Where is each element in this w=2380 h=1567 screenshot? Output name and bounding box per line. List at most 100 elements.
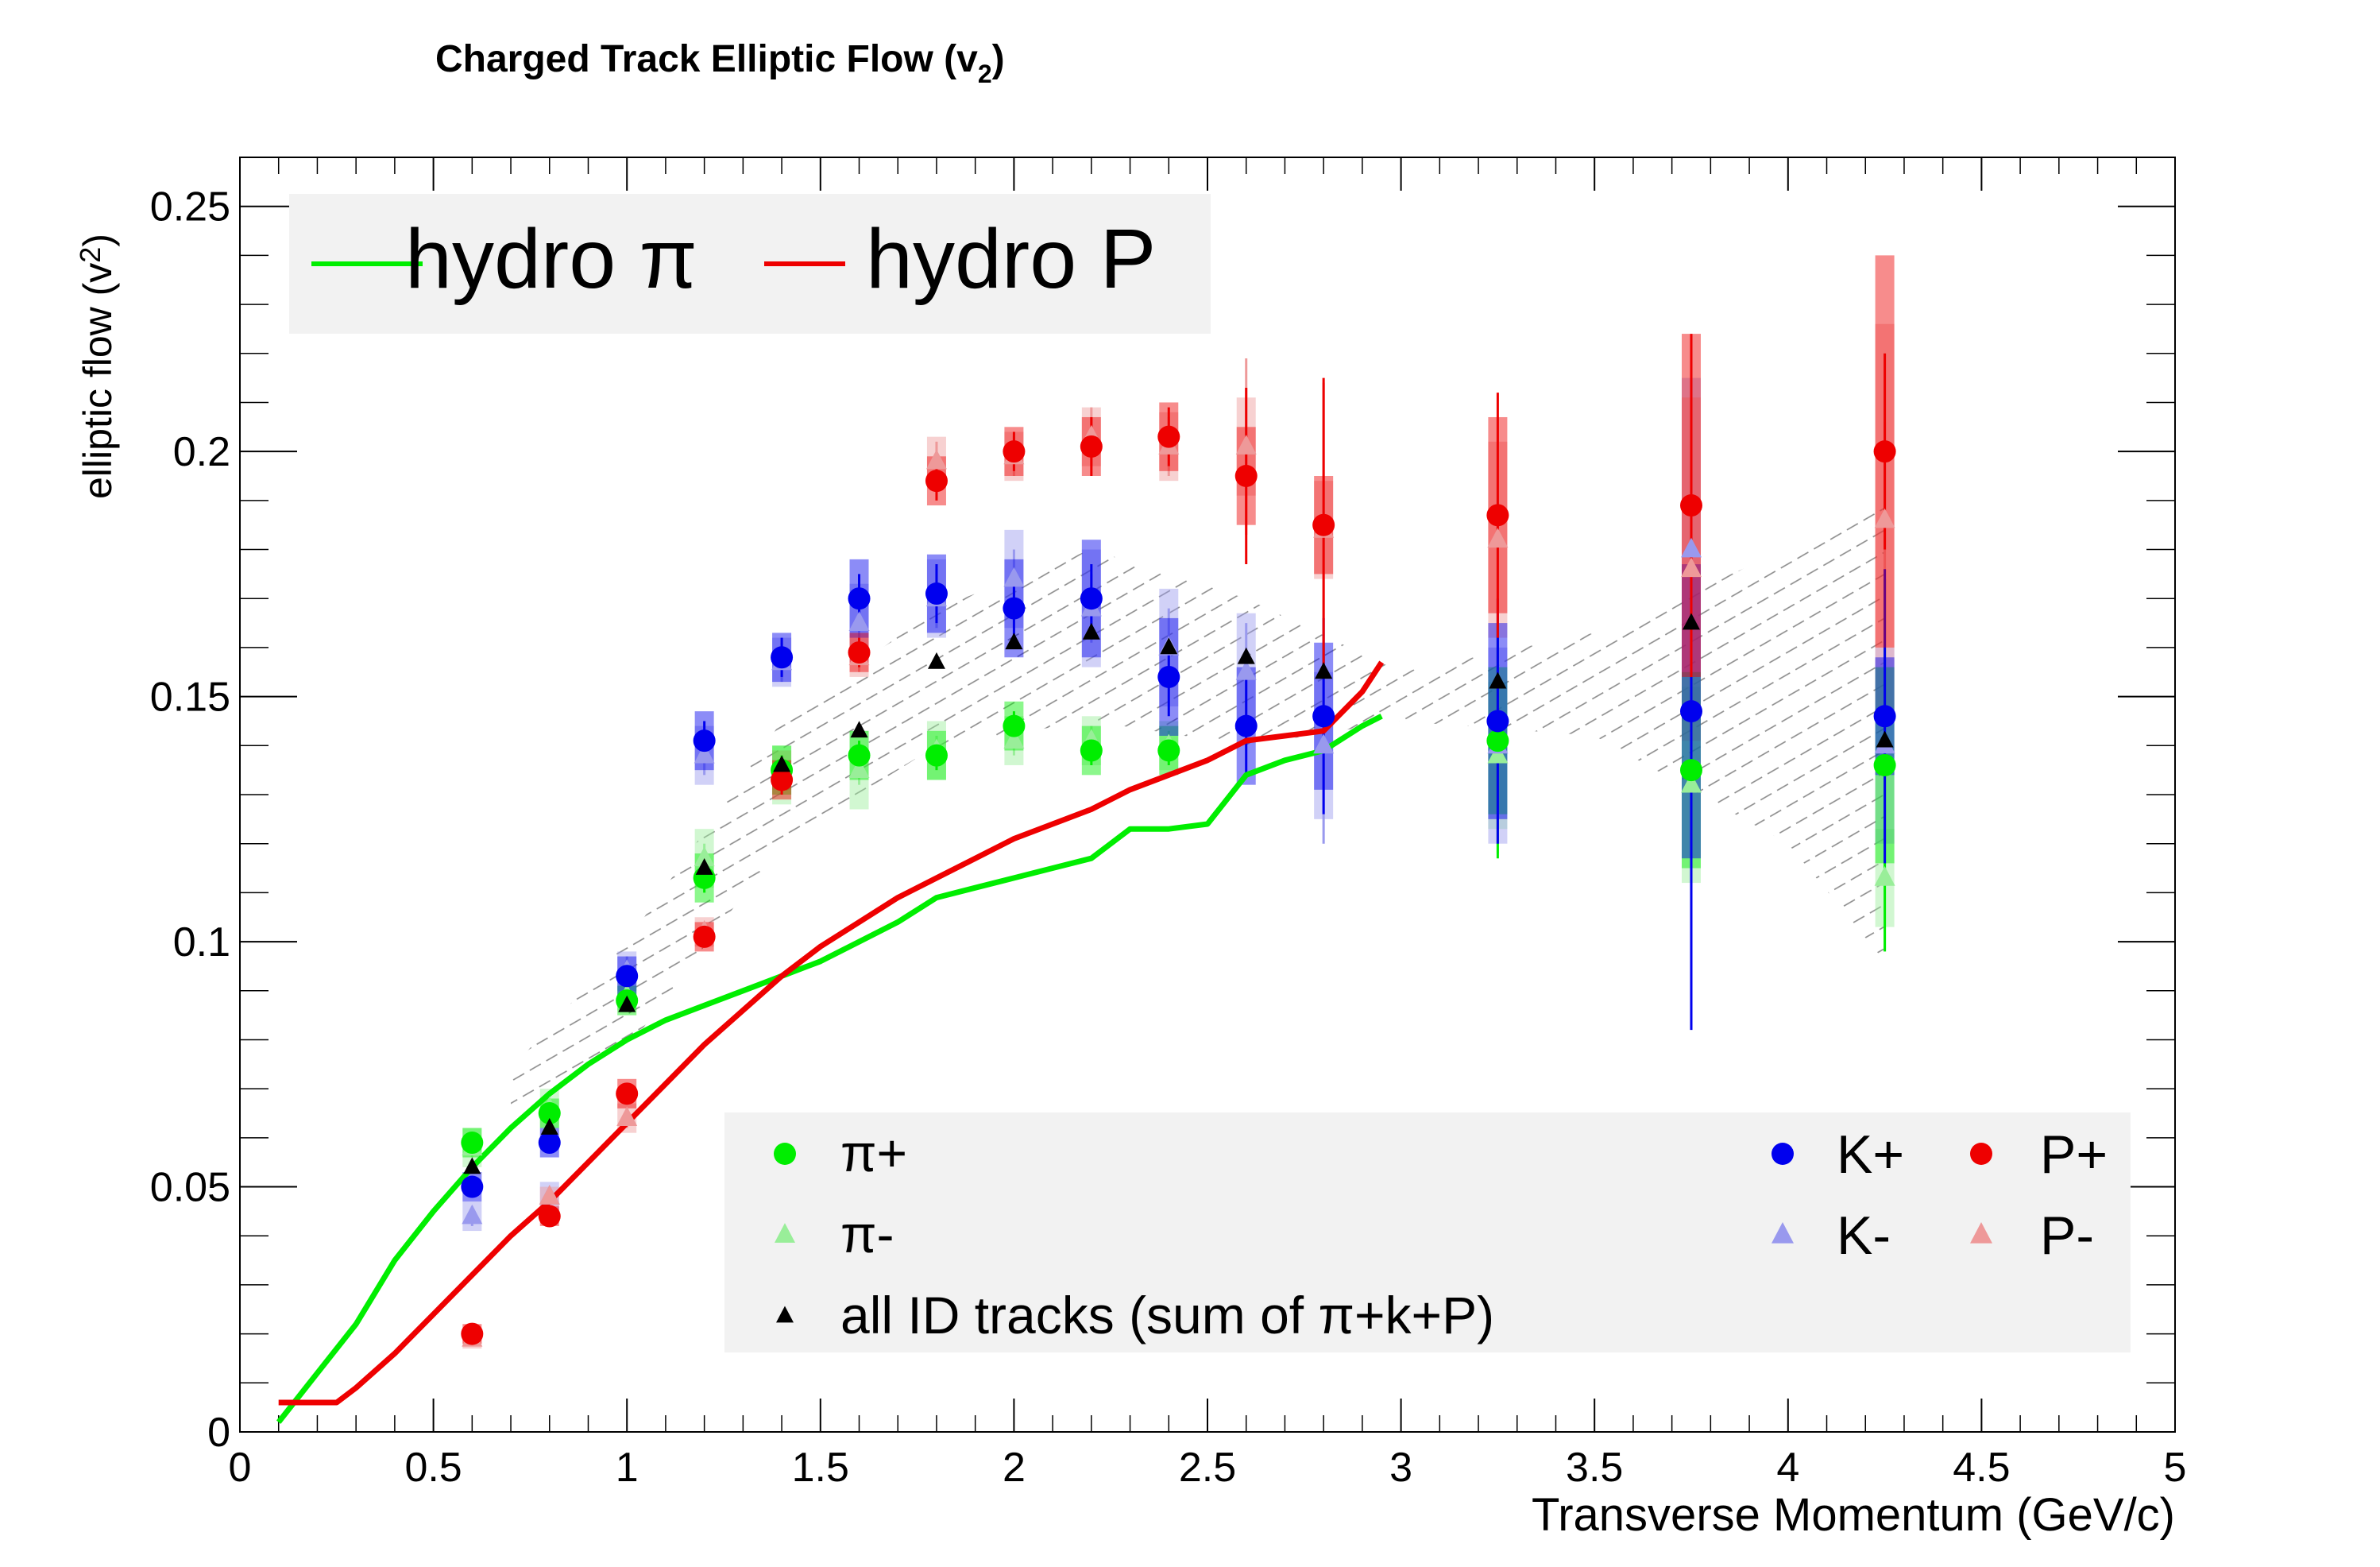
- chart-title: Charged Track Elliptic Flow (v2): [435, 38, 1005, 88]
- data-point: [694, 846, 715, 867]
- legend-marker: [1970, 1143, 1992, 1165]
- y-tick-label: 0.05: [150, 1165, 230, 1211]
- legend-marker: [776, 1306, 794, 1323]
- data-point: [925, 470, 948, 493]
- data-point: [616, 1082, 639, 1105]
- y-tick-label: 0.25: [150, 184, 230, 230]
- legend-marker: [1771, 1222, 1794, 1244]
- x-tick-label: 4.5: [1953, 1445, 2010, 1491]
- data-point: [925, 449, 947, 470]
- data-point: [616, 965, 639, 988]
- data-point: [695, 857, 713, 875]
- legend-marker: [1970, 1222, 1992, 1244]
- data-point: [1876, 730, 1894, 748]
- data-point: [1683, 613, 1700, 630]
- data-point: [1489, 671, 1507, 689]
- legend-marker: [774, 1143, 796, 1165]
- data-point: [848, 611, 870, 631]
- data-point: [1681, 772, 1702, 793]
- hydro-curve: [276, 714, 1383, 1424]
- x-tick-label: 1.5: [792, 1445, 849, 1491]
- data-point: [1312, 513, 1335, 536]
- data-point: [1157, 739, 1180, 762]
- data-point: [540, 1117, 558, 1135]
- data-point: [1873, 705, 1896, 728]
- data-point: [1235, 660, 1257, 680]
- x-tick-label: 2.5: [1179, 1445, 1236, 1491]
- y-tick-label: 0.2: [173, 429, 230, 475]
- data-point: [1235, 435, 1257, 455]
- data-point: [1681, 557, 1702, 578]
- x-axis-label: Transverse Momentum (GeV/c): [1532, 1489, 2175, 1541]
- data-point: [1003, 729, 1025, 749]
- data-point: [463, 1157, 481, 1174]
- data-point: [1486, 710, 1509, 733]
- legend-label: K-: [1837, 1205, 1891, 1266]
- systematic-band: [511, 500, 1885, 1119]
- data-point: [1680, 494, 1702, 517]
- data-point: [616, 1106, 638, 1127]
- data-point: [1680, 759, 1702, 782]
- legend-label: π-: [840, 1205, 894, 1263]
- data-point: [773, 755, 791, 772]
- y-tick-label: 0: [207, 1410, 230, 1456]
- data-point: [848, 758, 870, 779]
- data-point: [1157, 425, 1180, 448]
- data-point: [1237, 647, 1255, 664]
- data-point: [927, 652, 945, 669]
- data-point: [538, 1205, 561, 1228]
- data-point: [1487, 528, 1509, 548]
- data-point: [771, 646, 794, 669]
- data-point: [925, 582, 948, 606]
- legend-marker: [775, 1223, 795, 1243]
- data-point: [538, 1102, 561, 1124]
- data-point: [850, 721, 868, 738]
- data-point: [1003, 597, 1026, 620]
- data-point: [461, 1132, 484, 1155]
- legend-hydro-label: hydro P: [866, 212, 1156, 306]
- data-point: [618, 995, 636, 1012]
- data-point: [538, 1132, 561, 1155]
- data-point: [1312, 705, 1335, 728]
- data-point: [462, 1204, 483, 1225]
- data-point: [1157, 665, 1180, 688]
- data-point: [848, 744, 871, 767]
- legend-label: K+: [1837, 1124, 1904, 1185]
- data-point: [1873, 753, 1896, 776]
- data-point: [925, 744, 948, 767]
- data-point: [539, 1185, 560, 1205]
- x-tick-label: 5: [2164, 1445, 2187, 1491]
- y-tick-label: 0.1: [173, 919, 230, 965]
- x-tick-label: 1: [616, 1445, 639, 1491]
- data-point: [1003, 567, 1025, 587]
- data-point: [693, 925, 716, 948]
- x-tick-label: 4: [1776, 1445, 1799, 1491]
- data-point: [1005, 633, 1023, 650]
- y-axis-label: elliptic flow (v2): [74, 234, 120, 499]
- legend-label: all ID tracks (sum of π+k+P): [840, 1286, 1494, 1345]
- data-point: [461, 1322, 484, 1345]
- data-point: [1003, 440, 1026, 463]
- data-point: [1681, 537, 1702, 558]
- data-point: [1080, 587, 1103, 610]
- x-tick-label: 0.5: [404, 1445, 462, 1491]
- data-point: [694, 743, 715, 764]
- legend-label: P+: [2040, 1124, 2108, 1185]
- data-point: [1874, 508, 1895, 528]
- legend-species-box: [724, 1112, 2131, 1352]
- data-point: [1486, 504, 1509, 527]
- x-tick-label: 0: [229, 1445, 252, 1491]
- data-point: [771, 768, 794, 791]
- data-point: [848, 641, 871, 664]
- data-point: [1082, 622, 1100, 640]
- data-point: [1003, 714, 1026, 737]
- legend-label: P-: [2040, 1205, 2094, 1266]
- data-point: [1080, 435, 1103, 458]
- data-point: [1680, 700, 1702, 723]
- legend-hydro-box: [289, 194, 1211, 334]
- data-point: [461, 1175, 484, 1198]
- legend-marker: [1771, 1143, 1794, 1165]
- legend-label: π+: [840, 1124, 907, 1182]
- data-point: [1234, 714, 1258, 737]
